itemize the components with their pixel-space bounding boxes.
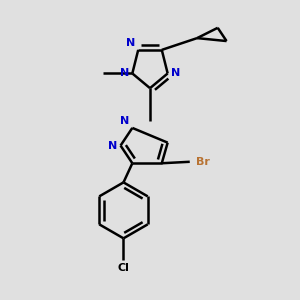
Text: N: N [126,38,135,48]
Text: N: N [120,116,129,126]
Text: N: N [108,141,117,151]
Text: Cl: Cl [118,263,129,273]
Text: N: N [120,68,129,78]
Text: Br: Br [196,157,209,167]
Text: N: N [171,68,180,78]
